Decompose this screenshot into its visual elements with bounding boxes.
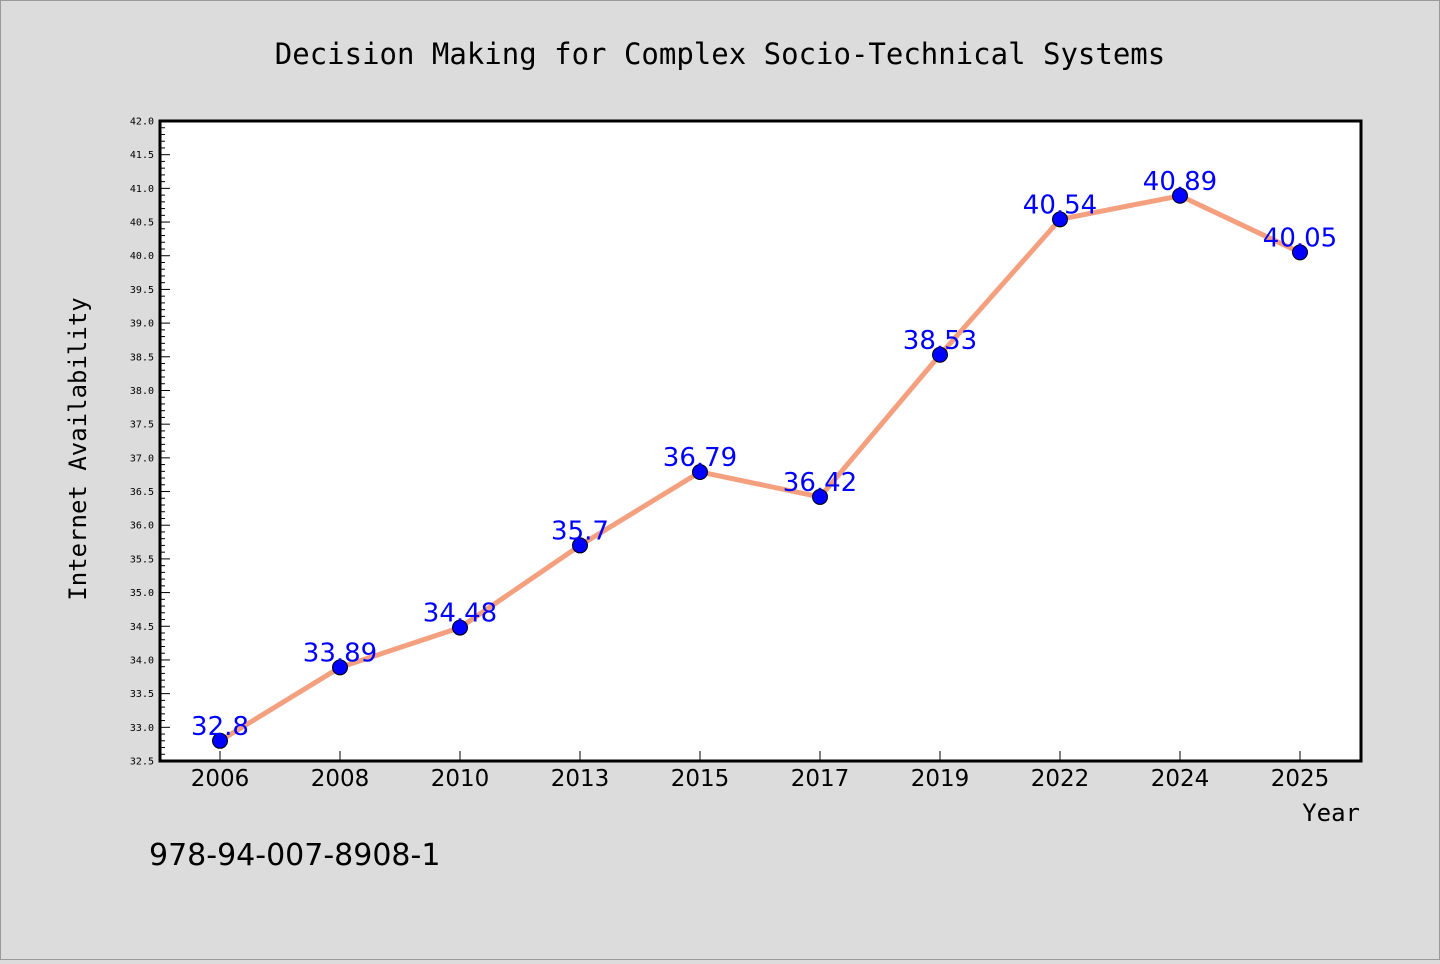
series-line <box>217 193 1303 744</box>
y-tick-label: 41.5 <box>130 150 154 161</box>
y-tick-label: 42.0 <box>130 117 154 128</box>
data-value-label: 40.89 <box>1143 167 1217 197</box>
data-point-marker <box>1052 211 1068 228</box>
x-axis-label: Year <box>1302 799 1360 827</box>
y-tick-label: 34.5 <box>130 622 154 633</box>
x-tick-label: 2015 <box>671 766 730 792</box>
data-point-marker <box>212 732 228 749</box>
data-value-label: 38.53 <box>903 326 977 356</box>
x-tick-label: 2006 <box>191 766 250 792</box>
x-tick-label: 2008 <box>311 766 370 792</box>
data-markers <box>212 187 1308 749</box>
y-tick-label: 34.0 <box>130 655 154 666</box>
y-tick-label: 39.5 <box>130 285 154 296</box>
x-tick-label: 2019 <box>911 766 970 792</box>
y-tick-label: 36.5 <box>130 487 154 498</box>
data-point-marker <box>1172 187 1188 204</box>
y-tick-label: 35.0 <box>130 588 154 599</box>
y-tick-label: 36.0 <box>130 521 154 532</box>
x-tick-label: 2010 <box>431 766 490 792</box>
data-value-label: 36.79 <box>663 443 737 473</box>
data-point-marker <box>932 346 948 363</box>
y-tick-label: 33.5 <box>130 689 154 700</box>
y-tick-label: 40.5 <box>130 218 154 229</box>
data-point-marker <box>572 537 588 554</box>
x-axis: 2006 2008 2010 2013 2015 2017 2019 2022 2024 2025 <box>191 751 1330 792</box>
x-tick-label: 2024 <box>1151 766 1210 792</box>
y-tick-label: 37.5 <box>130 420 154 431</box>
y-tick-label: 39.0 <box>130 319 154 330</box>
data-point-marker <box>1292 244 1308 261</box>
plot-area <box>158 119 1363 763</box>
data-value-label: 34.48 <box>423 599 497 629</box>
data-value-label: 32.8 <box>191 712 249 742</box>
y-tick-label: 41.0 <box>130 184 154 195</box>
data-point-marker <box>332 659 348 676</box>
y-tick-label: 38.5 <box>130 352 154 363</box>
y-tick-label: 37.0 <box>130 453 154 464</box>
data-value-label: 40.05 <box>1263 223 1337 253</box>
data-point-marker <box>452 619 468 636</box>
data-value-label: 36.42 <box>783 468 857 498</box>
y-axis: 32.5 33.0 33.5 34.0 34.5 35.0 35.5 36.0 36.5 37.0… <box>130 117 170 768</box>
data-point-marker <box>692 463 708 480</box>
y-tick-label: 33.0 <box>130 723 154 734</box>
data-value-label: 40.54 <box>1023 190 1097 220</box>
y-tick-label: 40.0 <box>130 251 154 262</box>
data-value-label: 33.89 <box>303 638 377 668</box>
y-tick-label: 32.5 <box>130 757 154 768</box>
data-point-marker <box>812 488 828 505</box>
x-tick-label: 2022 <box>1031 766 1090 792</box>
data-value-label: 35.7 <box>551 516 609 546</box>
footer-code: 978-94-007-8908-1 <box>149 838 440 873</box>
x-tick-label: 2017 <box>791 766 850 792</box>
y-tick-label: 35.5 <box>130 554 154 565</box>
y-axis-label: Internet Availability <box>64 297 92 600</box>
data-labels: 32.8 33.89 34.48 35.7 36.79 36.42 38.53 40.54 40… <box>191 167 1337 742</box>
y-tick-label: 38.0 <box>130 386 154 397</box>
chart-title: Decision Making for Complex Socio-Techni… <box>275 37 1165 71</box>
x-tick-label: 2013 <box>551 766 610 792</box>
x-tick-label: 2025 <box>1271 766 1330 792</box>
